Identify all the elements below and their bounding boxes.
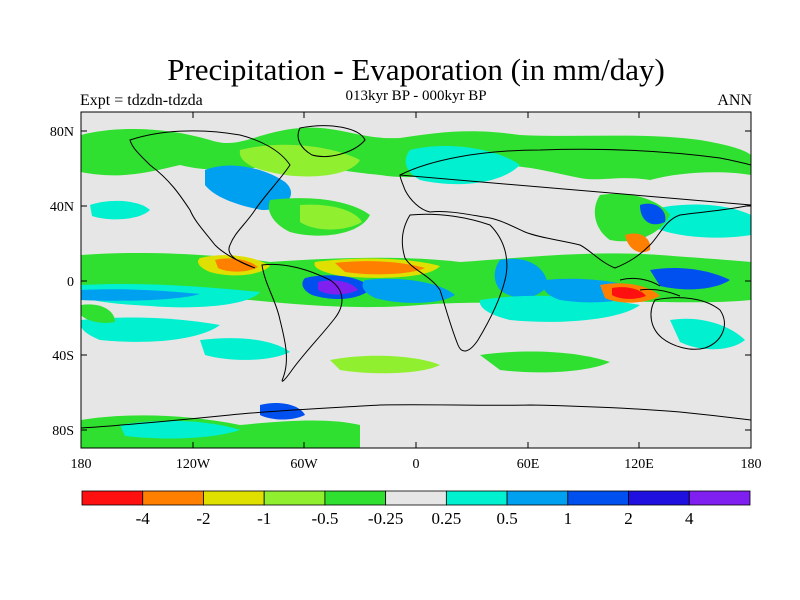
coast-greenland (297, 125, 366, 157)
field-eurasia-cyan (405, 145, 520, 185)
colorbar-label: -0.5 (311, 509, 338, 528)
field-wpacific-blue (650, 268, 730, 290)
colorbar-swatch (688, 490, 751, 506)
coastlines (81, 125, 751, 429)
lon-label-180w: 180 (71, 457, 92, 472)
lon-ticks (192, 112, 640, 448)
coast-north-america (129, 130, 291, 269)
field-natlantic-lightgreen (300, 204, 362, 230)
field-npacific-cyan-2 (650, 204, 751, 238)
lat-tick-labels: 80N 40N 0 40S 80S (50, 125, 74, 439)
field-epacific-orange (215, 258, 258, 272)
lon-label-60e: 60E (517, 457, 540, 472)
colorbar-swatch (324, 490, 387, 506)
field-south-pacific-cyan (200, 338, 290, 360)
colorbar-swatch (385, 490, 447, 506)
colorbar-label: 0.25 (431, 509, 461, 528)
field-asia-blue (640, 203, 666, 225)
lat-label-40n: 40N (50, 200, 74, 215)
experiment-label: Expt = tdzdn-tdzda (80, 92, 203, 109)
colorbar-swatch (203, 490, 265, 506)
map-title: Precipitation - Evaporation (in mm/day) (167, 52, 665, 87)
field-south-pacific-green (330, 355, 440, 374)
lat-label-40s: 40S (52, 349, 74, 364)
coast-eurasia (399, 148, 751, 269)
lon-label-120w: 120W (176, 457, 211, 472)
colorbar-label: -2 (196, 509, 210, 528)
field-southern-green (81, 304, 115, 323)
field-atlantic-orange (335, 261, 425, 275)
lat-label-80s: 80S (52, 424, 74, 439)
colorbar-label: -0.25 (368, 509, 403, 528)
field-indian-cyan (479, 295, 640, 322)
coast-antarctica (81, 404, 751, 429)
lon-label-180e: 180 (741, 457, 762, 472)
field-antarctic-cyan (120, 420, 240, 439)
lon-tick-labels: 180 120W 60W 0 60E 120E 180 (71, 457, 762, 472)
colorbar-swatch (506, 490, 569, 506)
colorbar-labels: -4 -2 -1 -0.5 -0.25 0.25 0.5 1 2 4 (136, 509, 694, 528)
colorbar-swatch (445, 490, 508, 506)
colorbar-label: 2 (624, 509, 633, 528)
lat-ticks (81, 130, 751, 431)
colorbar-label: -4 (136, 509, 151, 528)
colorbar-swatch (628, 490, 690, 506)
colorbar-label: -1 (257, 509, 271, 528)
coast-south-america (261, 263, 343, 382)
field-north-atlantic-cyan (205, 165, 292, 210)
colorbar-swatch (567, 490, 629, 506)
precip-evap-field (81, 112, 751, 448)
map-subtitle: 013kyr BP - 000kyr BP (345, 88, 487, 104)
colorbar-swatch (263, 490, 326, 506)
field-npacific-cyan (90, 200, 150, 220)
field-maritime-red (612, 287, 646, 299)
colorbar-label: 0.5 (496, 509, 517, 528)
lat-label-0: 0 (67, 275, 74, 290)
lon-label-60w: 60W (290, 457, 318, 472)
season-label: ANN (717, 92, 752, 109)
colorbar-label: 4 (685, 509, 694, 528)
lat-label-80n: 80N (50, 125, 74, 140)
field-antarctic-blue (260, 403, 305, 420)
field-pacific-blue-south (81, 289, 200, 301)
coast-indonesia (619, 277, 681, 297)
field-southern-cyan (81, 317, 220, 342)
field-south-indian-green (480, 351, 610, 373)
colorbar-label: 1 (564, 509, 573, 528)
field-satlantic-blue (362, 278, 455, 303)
colorbar (81, 490, 751, 506)
field-arctic-lightgreen (239, 144, 360, 177)
field-australia-cyan (670, 318, 745, 350)
coast-australia (650, 297, 725, 350)
colorbar-swatch (142, 490, 204, 506)
field-africa-blue (494, 258, 548, 298)
coast-africa (401, 213, 508, 352)
field-seasia-orange (625, 233, 651, 253)
colorbar-swatch (81, 490, 144, 506)
lon-label-120e: 120E (624, 457, 654, 472)
lon-label-0: 0 (413, 457, 420, 472)
